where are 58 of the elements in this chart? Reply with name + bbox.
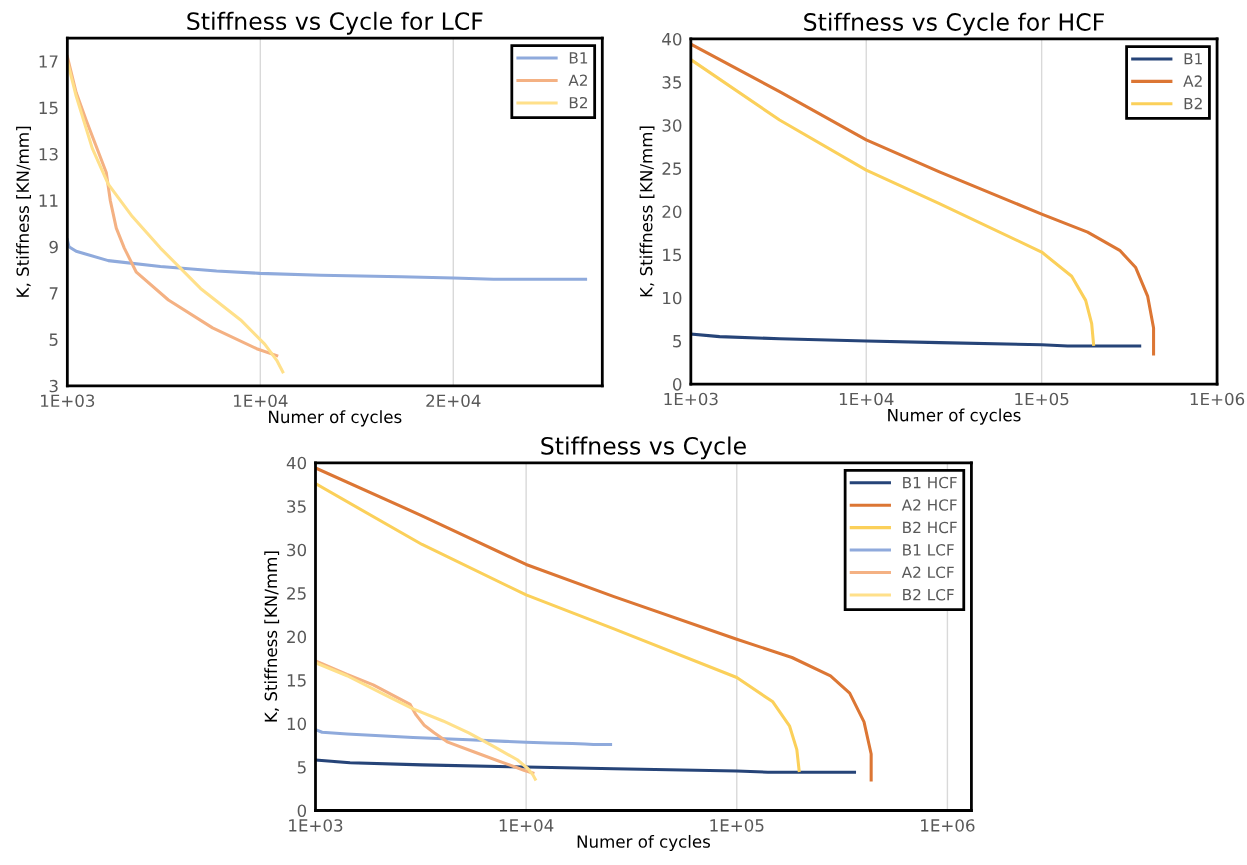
y-tick-label: 30	[287, 543, 307, 557]
legend-label: B1	[1184, 53, 1202, 65]
legend-label: A2 HCF	[901, 499, 957, 511]
y-axis-title: K, Stiffness [KN/mm]	[639, 126, 655, 297]
y-tick-label: 25	[662, 162, 682, 175]
y-tick-label: 0	[673, 378, 682, 391]
y-tick-label: 20	[662, 205, 682, 219]
x-axis-title: Numer of cycles	[269, 410, 402, 427]
legend-label: B2	[1184, 97, 1202, 110]
x-axis-title: Numer of cycles	[577, 834, 711, 852]
x-tick-label: 1E+03	[41, 394, 95, 408]
x-tick-label: 1E+04	[499, 819, 554, 832]
y-tick-label: 15	[663, 248, 682, 262]
y-tick-label: 13	[39, 147, 58, 161]
x-tick-label: 1E+04	[839, 392, 894, 406]
chart-title: Stiffness vs Cycle for HCF	[804, 12, 1104, 36]
x-axis-title: Numer of cycles	[888, 408, 1021, 425]
y-tick-label: 35	[662, 76, 682, 89]
x-tick-label: 1E+03	[664, 392, 718, 406]
chart-title: Stiffness vs Cycle for LCF	[187, 11, 483, 35]
y-tick-label: 10	[663, 291, 682, 305]
y-tick-label: 7	[49, 287, 58, 300]
x-tick-label: 1E+05	[1015, 392, 1069, 406]
x-tick-label: 1E+06	[1190, 392, 1245, 406]
y-tick-label: 9	[49, 240, 58, 254]
y-tick-label: 5	[49, 333, 58, 346]
y-axis-title: K, Stiffness [KN/mm]	[264, 551, 280, 722]
legend-label: B2 LCF	[903, 588, 954, 601]
legend-label: B1 HCF	[903, 476, 957, 489]
y-tick-label: 15	[287, 674, 306, 687]
y-tick-label: 40	[662, 32, 682, 46]
y-tick-label: 5	[673, 335, 682, 348]
y-tick-label: 17	[39, 55, 58, 68]
x-tick-label: 1E+03	[289, 819, 343, 832]
legend-label: A2 LCF	[901, 566, 954, 579]
y-tick-label: 3	[49, 379, 58, 393]
y-tick-label: 40	[286, 456, 307, 470]
legend-label: B1 LCF	[903, 544, 954, 556]
chart-title: Stiffness vs Cycle	[541, 436, 746, 460]
y-tick-label: 20	[287, 630, 307, 644]
legend-label: A2	[1183, 75, 1202, 87]
y-tick-label: 0	[297, 804, 307, 818]
y-tick-label: 25	[287, 587, 306, 600]
legend-label: B1	[569, 52, 588, 64]
y-tick-label: 10	[287, 717, 307, 731]
legend-label: B2 HCF	[903, 521, 957, 534]
y-tick-label: 30	[662, 119, 682, 132]
x-tick-label: 2E+04	[426, 394, 481, 408]
y-tick-label: 11	[39, 194, 58, 207]
legend-label: B2	[569, 96, 588, 109]
y-tick-label: 35	[287, 500, 306, 513]
y-tick-label: 15	[39, 101, 58, 115]
y-axis-title: K, Stiffness [KN/mm]	[16, 126, 31, 297]
legend-label: A2	[568, 74, 587, 86]
x-tick-label: 1E+04	[233, 394, 288, 408]
y-tick-label: 5	[297, 761, 306, 774]
x-tick-label: 1E+05	[710, 819, 764, 832]
x-tick-label: 1E+06	[921, 819, 975, 832]
